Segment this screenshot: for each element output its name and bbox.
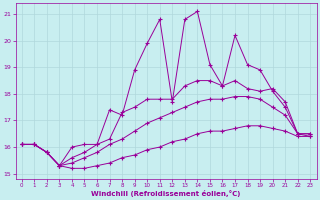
X-axis label: Windchill (Refroidissement éolien,°C): Windchill (Refroidissement éolien,°C) bbox=[91, 190, 241, 197]
